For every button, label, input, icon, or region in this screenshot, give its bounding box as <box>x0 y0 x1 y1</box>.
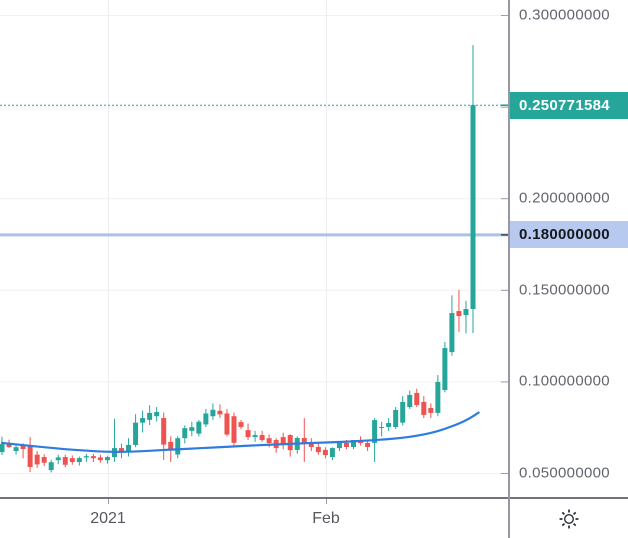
candlestick <box>34 454 40 465</box>
price-tick-label: 0.300000000 <box>519 6 610 24</box>
candlestick <box>470 105 476 310</box>
candlestick <box>41 457 47 463</box>
current-price-value: 0.250771584 <box>519 96 610 114</box>
candlestick <box>322 449 328 456</box>
candlestick <box>210 409 216 417</box>
price-tick-label: 0.050000000 <box>519 464 610 482</box>
candlestick <box>259 435 265 441</box>
candlestick <box>449 313 455 353</box>
candlestick <box>252 435 258 438</box>
candlestick <box>97 457 103 461</box>
candlestick <box>400 401 406 423</box>
candlestick <box>147 412 153 420</box>
candlestick <box>463 309 469 316</box>
candlestick <box>13 447 19 452</box>
candlestick <box>189 427 195 431</box>
candlestick <box>301 438 307 443</box>
candlestick <box>336 442 342 449</box>
candlestick <box>456 311 462 317</box>
candlestick <box>119 448 125 453</box>
candlestick <box>266 438 272 443</box>
candlestick <box>154 411 160 417</box>
candlestick <box>90 456 96 459</box>
candlestick <box>238 422 244 428</box>
candlestick <box>6 442 12 447</box>
candlestick <box>126 444 132 453</box>
candlestick <box>69 458 75 463</box>
time-axis-label-year: 2021 <box>90 509 126 527</box>
candlestick <box>287 435 293 451</box>
price-axis[interactable]: 0.050000000 0.100000000 0.150000000 0.20000… <box>510 0 628 497</box>
candlestick <box>231 416 237 443</box>
candlestick <box>393 409 399 428</box>
candlestick <box>442 348 448 391</box>
time-tick-mark <box>326 499 327 504</box>
candlestick <box>315 446 321 453</box>
candlestick <box>62 457 68 465</box>
candlestick <box>175 438 181 455</box>
candlestick <box>76 458 82 463</box>
time-axis[interactable]: 2021 Feb <box>0 499 508 538</box>
candlestick <box>329 448 335 458</box>
sun-icon <box>559 509 579 528</box>
candlestick <box>372 420 378 443</box>
time-tick-mark <box>108 499 109 504</box>
time-axis-label-month: Feb <box>312 509 340 527</box>
price-tick-label: 0.150000000 <box>519 281 610 299</box>
price-level-value: 0.180000000 <box>519 226 610 244</box>
candlestick <box>379 427 385 429</box>
theme-toggle-button[interactable] <box>556 506 582 532</box>
candlestick <box>83 456 89 458</box>
price-axis-separator <box>508 0 510 538</box>
candlestick <box>140 418 146 423</box>
chart-canvas[interactable] <box>0 0 508 497</box>
candlestick <box>55 457 61 461</box>
candlestick <box>0 444 5 453</box>
candlestick <box>217 410 223 415</box>
candlestick <box>343 442 349 447</box>
candlestick <box>27 444 33 467</box>
chart-background <box>0 0 508 497</box>
candlestick <box>161 418 167 445</box>
candlestick <box>168 441 174 450</box>
candlestick <box>428 407 434 413</box>
candlestick <box>48 462 54 471</box>
candlestick <box>280 437 286 445</box>
candlestick <box>104 457 110 461</box>
candlestick <box>414 392 420 406</box>
candlestick <box>245 430 251 438</box>
price-level-badge: 0.180000000 <box>510 221 628 249</box>
moving-average-line <box>0 411 480 453</box>
current-price-badge: 0.250771584 <box>510 91 628 119</box>
price-tick-label: 0.200000000 <box>519 189 610 207</box>
axis-corner <box>510 499 628 538</box>
candlestick <box>351 440 356 447</box>
candlestick <box>196 421 202 434</box>
candlestick <box>365 442 371 447</box>
price-tick-label: 0.100000000 <box>519 372 610 390</box>
candlestick <box>308 442 314 447</box>
candlestick <box>435 381 441 413</box>
time-axis-separator <box>0 497 628 499</box>
candlestick <box>407 394 413 408</box>
candlestick <box>182 428 188 439</box>
candlestick <box>386 422 392 428</box>
candlestick <box>224 413 230 435</box>
candlestick <box>203 413 209 425</box>
candlestick <box>133 422 139 445</box>
candlestick <box>421 401 427 415</box>
candlestick <box>20 445 26 450</box>
